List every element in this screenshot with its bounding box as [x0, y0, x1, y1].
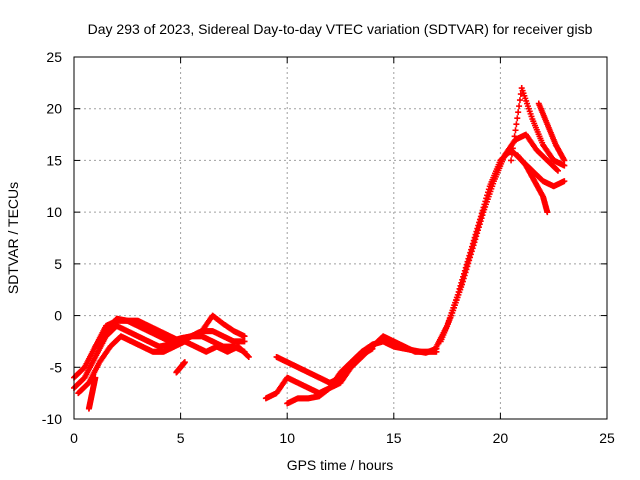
data-point: [515, 109, 522, 116]
data-point: [470, 242, 477, 249]
x-tick-label: 15: [386, 430, 402, 446]
data-point: [475, 224, 482, 231]
chart-title: Day 293 of 2023, Sidereal Day-to-day VTE…: [88, 21, 593, 37]
data-point: [516, 103, 523, 110]
data-point: [554, 167, 561, 174]
data-point: [459, 281, 466, 288]
data-point: [467, 251, 474, 258]
y-tick-label: 5: [54, 256, 62, 272]
data-point: [241, 333, 248, 340]
data-point: [561, 162, 568, 169]
data-point: [510, 139, 517, 146]
data-point: [469, 245, 476, 252]
data-point: [544, 209, 551, 216]
series-sat-c: [75, 333, 252, 397]
data-point: [369, 345, 376, 352]
data-point: [181, 359, 188, 366]
x-tick-label: 20: [493, 430, 509, 446]
y-tick-label: -10: [42, 411, 62, 427]
data-point: [460, 275, 467, 282]
y-axis-label: SDTVAR / TECUs: [5, 182, 21, 294]
data-point: [464, 263, 471, 270]
x-tick-label: 5: [177, 430, 185, 446]
data-point: [241, 338, 248, 345]
y-tick-label: 10: [46, 204, 62, 220]
x-tick-label: 25: [599, 430, 615, 446]
data-point: [508, 151, 515, 158]
data-point: [516, 97, 523, 104]
series-sat-k: [535, 100, 568, 164]
data-point: [244, 353, 251, 360]
data-point: [471, 239, 478, 246]
x-axis-label: GPS time / hours: [287, 457, 394, 473]
series-sat-m: [85, 374, 99, 412]
series-sat-l: [514, 152, 551, 216]
data-point: [476, 221, 483, 228]
data-point: [508, 157, 515, 164]
plot-frame: [73, 56, 608, 420]
grid-group: [74, 57, 607, 419]
data-point: [467, 254, 474, 261]
data-point: [514, 115, 521, 122]
data-point: [465, 260, 472, 267]
y-tick-label: 0: [54, 308, 62, 324]
series-sat-j: [508, 85, 568, 169]
y-tick-label: 25: [46, 49, 62, 65]
data-point: [461, 272, 468, 279]
data-point: [513, 121, 520, 128]
data-point: [245, 353, 252, 360]
data-point: [462, 269, 469, 276]
points-group: [71, 85, 568, 412]
series-sat-i: [437, 131, 561, 345]
y-tick-label: -5: [50, 359, 63, 375]
data-point: [478, 215, 485, 222]
data-point: [554, 166, 561, 173]
data-point: [479, 212, 486, 219]
data-point: [474, 230, 481, 237]
y-tick-label: 20: [46, 101, 62, 117]
data-point: [92, 374, 99, 381]
y-tick-label: 15: [46, 152, 62, 168]
series-sat-g: [284, 345, 376, 407]
data-point: [466, 257, 473, 264]
x-tick-label: 10: [279, 430, 295, 446]
data-point: [512, 127, 519, 134]
series-sat-n: [173, 359, 188, 376]
data-point: [561, 178, 568, 185]
x-tick-label: 0: [70, 430, 78, 446]
data-point: [463, 266, 470, 273]
data-point: [477, 218, 484, 225]
data-point: [509, 145, 516, 152]
series-sat-d: [92, 312, 248, 350]
data-point: [473, 233, 480, 240]
data-point: [468, 248, 475, 255]
data-point: [475, 227, 482, 234]
data-point: [561, 157, 568, 164]
data-point: [511, 133, 518, 140]
data-point: [459, 278, 466, 285]
data-point: [472, 236, 479, 243]
